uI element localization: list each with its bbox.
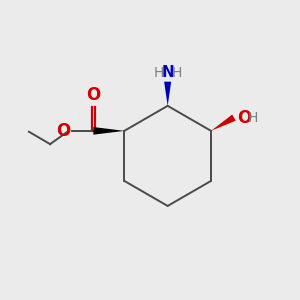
Polygon shape bbox=[93, 127, 124, 135]
Polygon shape bbox=[211, 115, 236, 131]
Polygon shape bbox=[164, 82, 171, 106]
Text: H: H bbox=[248, 111, 259, 124]
Text: N: N bbox=[161, 65, 174, 80]
Text: O: O bbox=[86, 86, 100, 104]
Text: O: O bbox=[237, 109, 251, 127]
Text: H: H bbox=[171, 66, 182, 80]
Text: H: H bbox=[154, 66, 164, 80]
Text: O: O bbox=[56, 122, 71, 140]
